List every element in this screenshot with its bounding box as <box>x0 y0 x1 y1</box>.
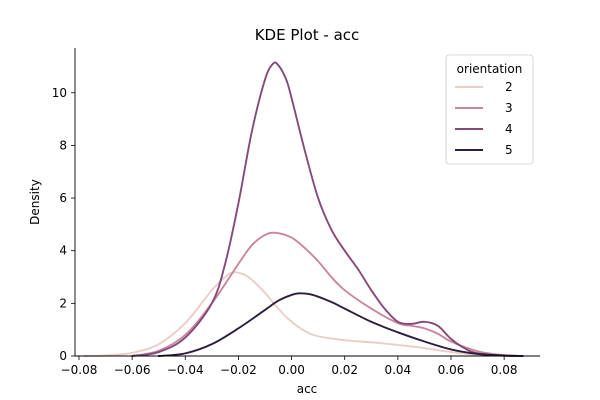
legend-label: 3 <box>505 101 513 115</box>
kde-line-series-3 <box>131 231 524 357</box>
x-tick-label: 0.06 <box>438 363 465 377</box>
legend-items: 2 3 4 5 <box>455 80 513 157</box>
x-tick-label: −0.04 <box>167 363 204 377</box>
x-tick-label: −0.06 <box>114 363 151 377</box>
legend: orientation 2 3 4 5 <box>445 54 534 165</box>
series-layer <box>83 61 524 357</box>
legend-label: 4 <box>505 122 513 136</box>
y-tick-label: 2 <box>59 296 67 310</box>
x-tick-label: 0.04 <box>384 363 411 377</box>
x-tick-label: −0.02 <box>220 363 257 377</box>
kde-line-series-5 <box>157 292 524 357</box>
legend-item-4: 4 <box>455 122 513 136</box>
y-tick-label: 10 <box>52 86 67 100</box>
y-axis-label: Density <box>28 179 42 225</box>
y-tick-label: 0 <box>59 349 67 363</box>
legend-label: 5 <box>505 143 513 157</box>
x-ticks: −0.08 −0.06 −0.04 −0.02 0.00 0.02 0.04 0.06 0.08 <box>61 356 518 377</box>
y-tick-label: 8 <box>59 138 67 152</box>
legend-box <box>445 54 534 165</box>
x-axis-label: acc <box>297 382 318 396</box>
y-tick-label: 4 <box>59 244 67 258</box>
legend-item-5: 5 <box>455 143 513 157</box>
legend-label: 2 <box>505 80 513 94</box>
x-tick-label: 0.08 <box>491 363 518 377</box>
kde-line-series-4 <box>131 61 519 357</box>
legend-item-2: 2 <box>455 80 513 94</box>
legend-title: orientation <box>457 62 523 76</box>
kde-line-series-2 <box>83 271 524 357</box>
y-tick-label: 6 <box>59 191 67 205</box>
x-tick-label: 0.00 <box>278 363 305 377</box>
plot-area: −0.08 −0.06 −0.04 −0.02 0.00 0.02 0.04 0.06 0.08… <box>52 48 540 377</box>
y-ticks: 0 2 4 6 8 10 <box>52 86 75 363</box>
x-tick-label: −0.08 <box>61 363 98 377</box>
x-tick-label: 0.02 <box>331 363 358 377</box>
legend-item-3: 3 <box>455 101 513 115</box>
chart-title: KDE Plot - acc <box>255 26 360 44</box>
